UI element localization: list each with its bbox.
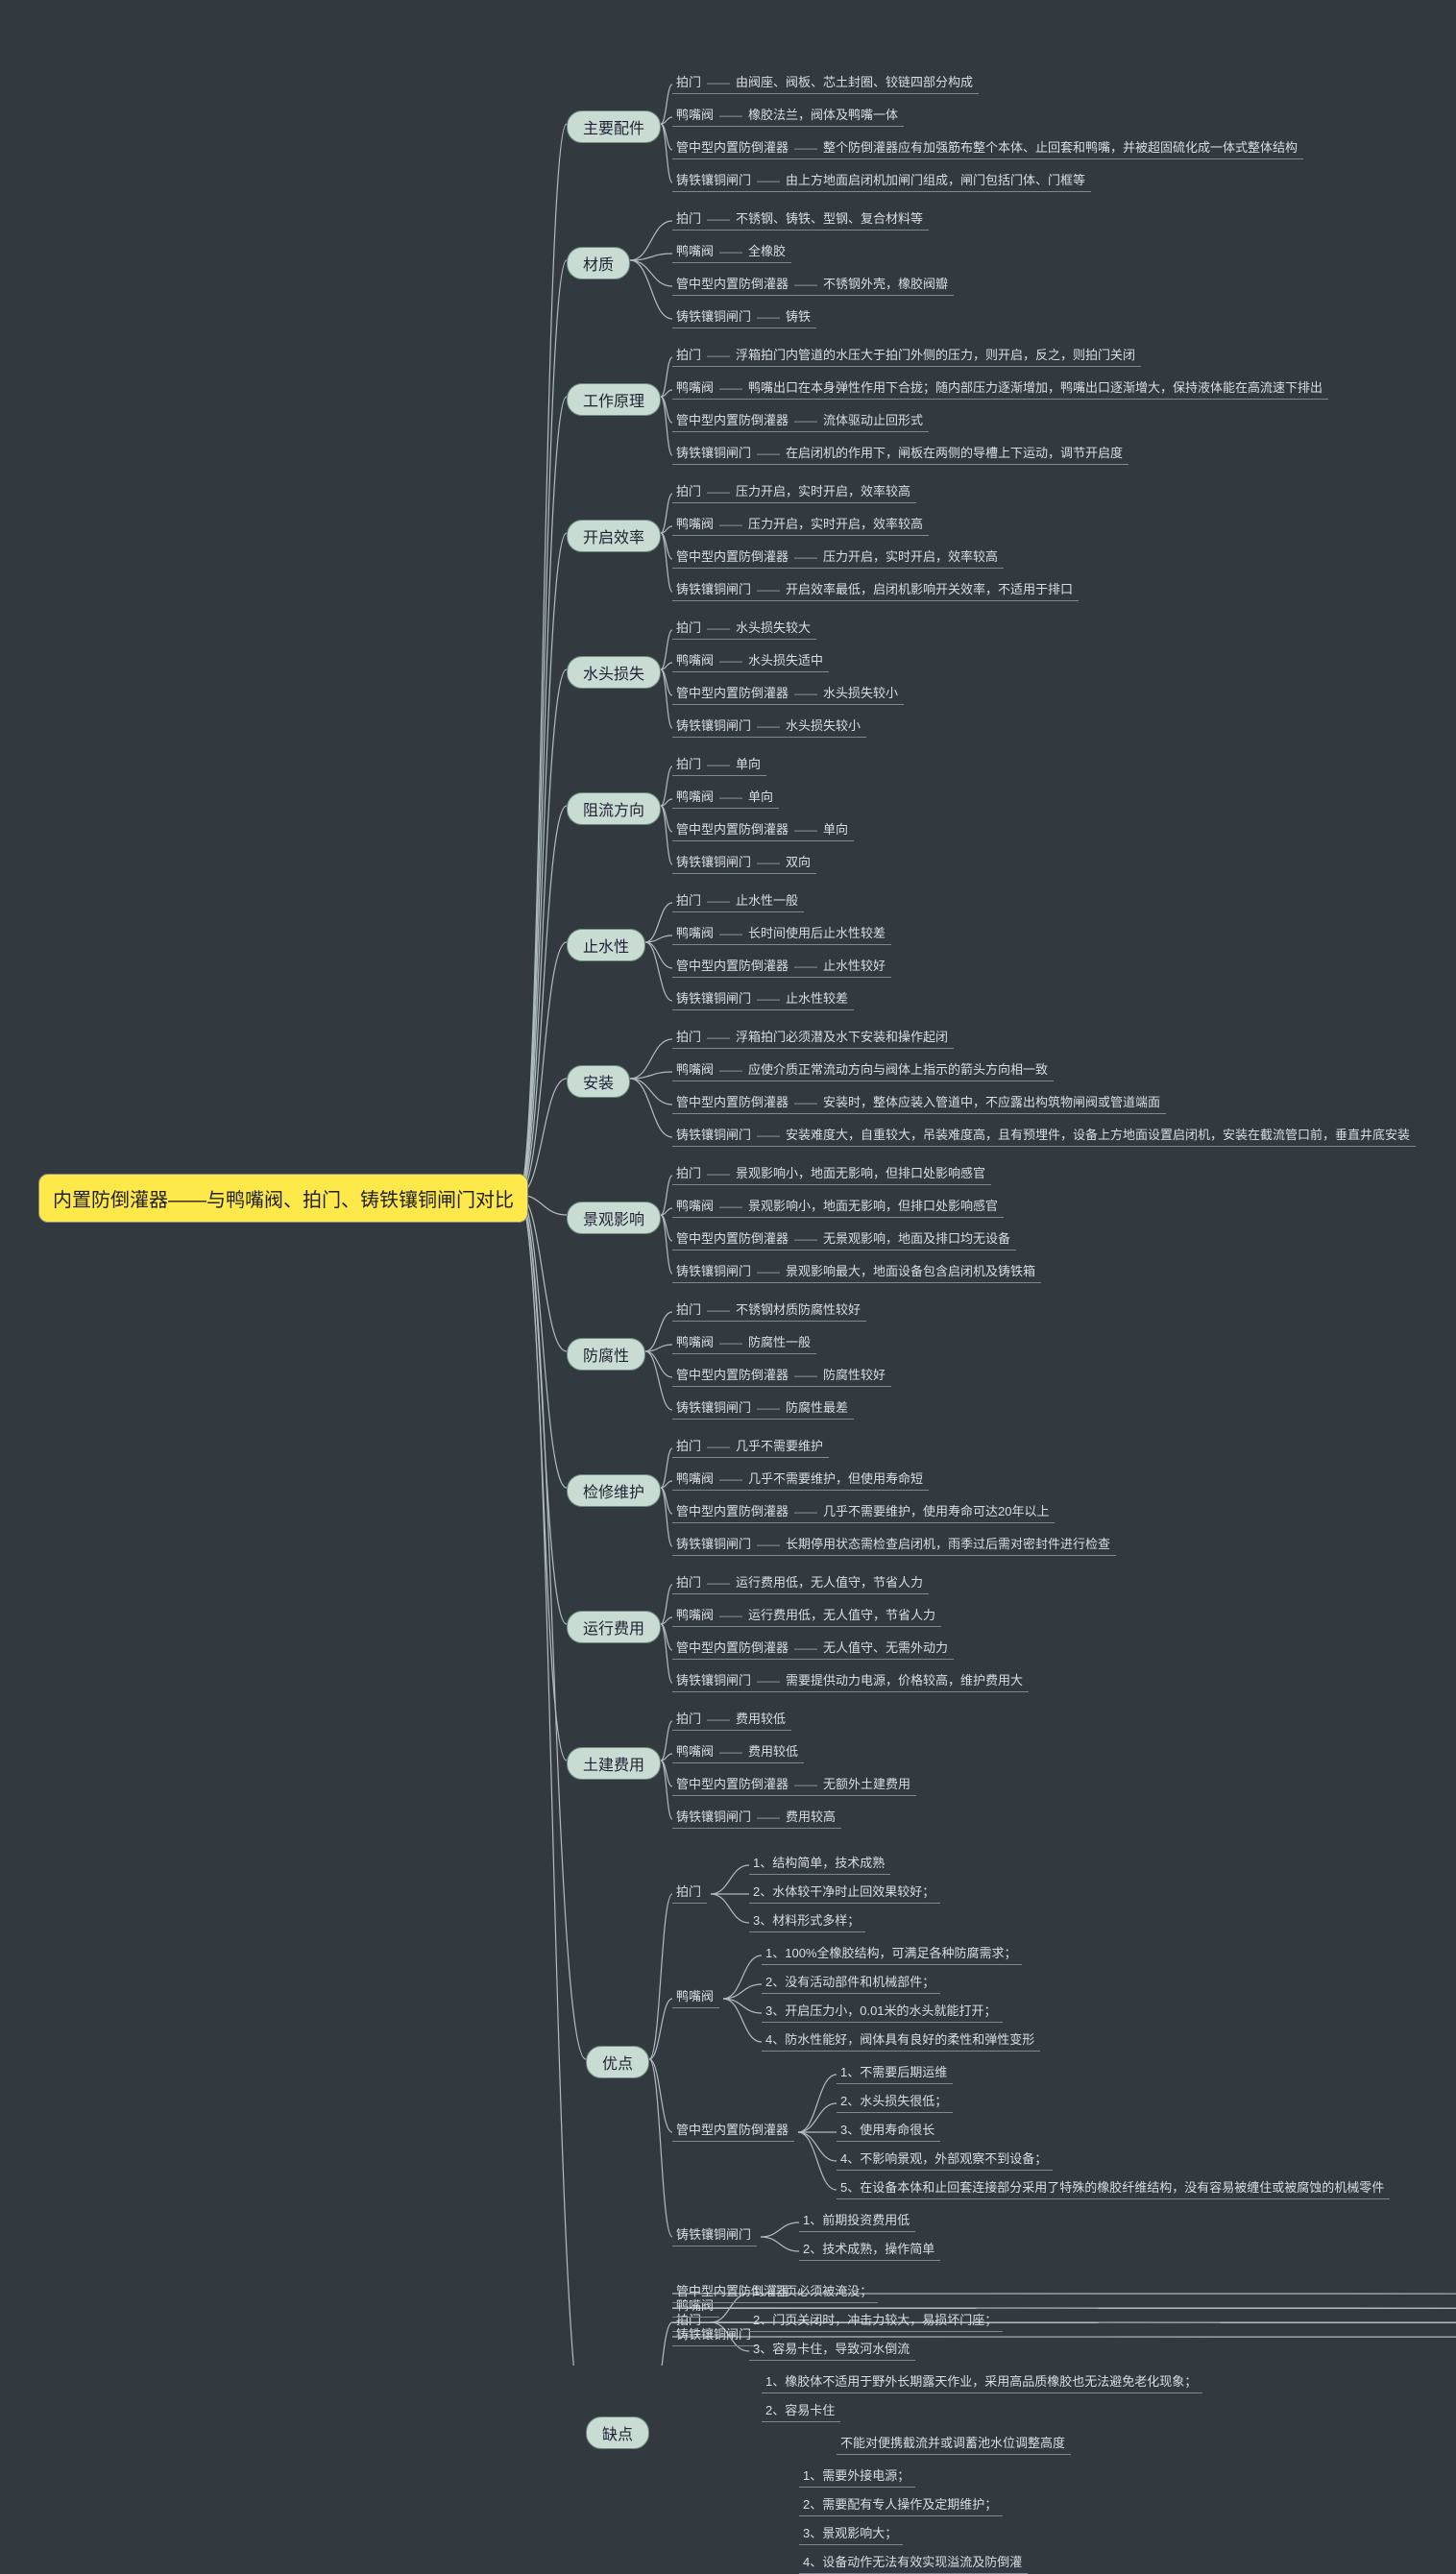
category-4: 水头损失: [567, 656, 661, 689]
leaf-2-1: 鸭嘴阀——鸭嘴出口在本身弹性作用下合拢；随内部压力逐渐增加，鸭嘴出口逐渐增大，保…: [672, 379, 1328, 400]
pros-g-2: 管中型内置防倒灌器: [672, 2122, 794, 2142]
pros-s-1-0: 1、100%全橡胶结构，可满足各种防腐需求；: [762, 1945, 1022, 1965]
cons-g-3: 铸铁镶铜闸门: [672, 2326, 757, 2346]
pros-s-2-0: 1、不需要后期运维: [837, 2064, 953, 2084]
cons-s-3-1: 2、需要配有专人操作及定期维护；: [799, 2496, 1003, 2516]
leaf-5-2: 管中型内置防倒灌器——单向: [672, 821, 854, 841]
leaf-11-3: 铸铁镶铜闸门——需要提供动力电源，价格较高，维护费用大: [672, 1672, 1029, 1692]
leaf-4-0: 拍门——水头损失较大: [672, 619, 816, 640]
leaf-11-2: 管中型内置防倒灌器——无人值守、无需外动力: [672, 1639, 954, 1660]
pros-s-2-3: 4、不影响景观，外部观察不到设备；: [837, 2150, 1053, 2171]
cons-s-1-1: 2、容易卡住: [762, 2402, 840, 2422]
category-8: 景观影响: [567, 1202, 661, 1234]
leaf-5-1: 鸭嘴阀——单向: [672, 789, 779, 809]
pros-g-0: 拍门: [672, 1883, 707, 1904]
leaf-3-3: 铸铁镶铜闸门——开启效率最低，启闭机影响开关效率，不适用于排口: [672, 581, 1079, 601]
pros-s-3-1: 2、技术成熟，操作简单: [799, 2241, 940, 2261]
leaf-4-1: 鸭嘴阀——水头损失适中: [672, 652, 829, 672]
leaf-4-3: 铸铁镶铜闸门——水头损失较小: [672, 717, 866, 738]
leaf-12-1: 鸭嘴阀——费用较低: [672, 1743, 804, 1763]
leaf-5-3: 铸铁镶铜闸门——双向: [672, 854, 816, 874]
cons-s-3-2: 3、景观影响大；: [799, 2525, 903, 2545]
cons-s-0-2: 3、容易卡住，导致河水倒流: [749, 2341, 915, 2361]
leaf-5-0: 拍门——单向: [672, 756, 766, 776]
pros-s-1-2: 3、开启压力小，0.01米的水头就能打开；: [762, 2003, 1003, 2023]
category-2: 工作原理: [567, 383, 661, 416]
leaf-10-2: 管中型内置防倒灌器——几乎不需要维护，使用寿命可达20年以上: [672, 1503, 1055, 1523]
category-11: 运行费用: [567, 1611, 661, 1643]
leaf-9-3: 铸铁镶铜闸门——防腐性最差: [672, 1399, 854, 1420]
category-1: 材质: [567, 247, 630, 279]
leaf-11-1: 鸭嘴阀——运行费用低，无人值守，节省人力: [672, 1607, 941, 1627]
leaf-2-0: 拍门——浮箱拍门内管道的水压大于拍门外侧的压力，则开启，反之，则拍门关闭: [672, 347, 1141, 367]
leaf-12-0: 拍门——费用较低: [672, 1711, 791, 1731]
cons-s-1-0: 1、橡胶体不适用于野外长期露天作业，采用高品质橡胶也无法避免老化现象；: [762, 2373, 1202, 2393]
leaf-7-1: 鸭嘴阀——应使介质正常流动方向与阀体上指示的箭头方向相一致: [672, 1061, 1054, 1081]
leaf-8-1: 鸭嘴阀——景观影响小，地面无影响，但排口处影响感官: [672, 1198, 1004, 1218]
leaf-0-0: 拍门——由阀座、阀板、芯土封圈、铰链四部分构成: [672, 74, 979, 94]
leaf-6-0: 拍门——止水性一般: [672, 892, 804, 912]
leaf-12-2: 管中型内置防倒灌器——无额外土建费用: [672, 1776, 916, 1796]
category-6: 止水性: [567, 929, 645, 961]
leaf-3-2: 管中型内置防倒灌器——压力开启，实时开启，效率较高: [672, 548, 1004, 569]
leaf-11-0: 拍门——运行费用低，无人值守，节省人力: [672, 1574, 929, 1594]
pros-s-0-1: 2、水体较干净时止回效果较好；: [749, 1883, 940, 1904]
leaf-4-2: 管中型内置防倒灌器——水头损失较小: [672, 685, 904, 705]
pros-s-1-3: 4、防水性能好，阀体具有良好的柔性和弹性变形: [762, 2031, 1040, 2052]
leaf-8-0: 拍门——景观影响小，地面无影响，但排口处影响感官: [672, 1165, 991, 1185]
leaf-8-3: 铸铁镶铜闸门——景观影响最大，地面设备包含启闭机及铸铁箱: [672, 1263, 1041, 1283]
category-5: 阻流方向: [567, 792, 661, 825]
pros-s-2-4: 5、在设备本体和止回套连接部分采用了特殊的橡胶纤维结构，没有容易被缠住或被腐蚀的…: [837, 2179, 1390, 2199]
leaf-0-2: 管中型内置防倒灌器——整个防倒灌器应有加强筋布整个本体、止回套和鸭嘴，并被超固硫…: [672, 139, 1303, 159]
leaf-1-3: 铸铁镶铜闸门——铸铁: [672, 308, 816, 328]
leaf-7-2: 管中型内置防倒灌器——安装时，整体应装入管道中，不应露出构筑物闸阀或管道端面: [672, 1094, 1166, 1114]
leaf-7-0: 拍门——浮箱拍门必须潜及水下安装和操作起闭: [672, 1029, 954, 1049]
cons-s-3-0: 1、需要外接电源；: [799, 2467, 915, 2488]
category-pros: 优点: [586, 2046, 649, 2078]
pros-s-2-1: 2、水头损失很低；: [837, 2093, 953, 2113]
leaf-12-3: 铸铁镶铜闸门——费用较高: [672, 1809, 841, 1829]
pros-g-1: 鸭嘴阀: [672, 1988, 719, 2008]
pros-s-0-2: 3、材料形式多样；: [749, 1912, 865, 1932]
leaf-1-2: 管中型内置防倒灌器——不锈钢外壳，橡胶阀瓣: [672, 276, 954, 296]
leaf-9-2: 管中型内置防倒灌器——防腐性较好: [672, 1367, 891, 1387]
cons-s-2-0: 不能对便携截流并或调蓄池水位调整高度: [837, 2435, 1071, 2455]
cons-s-0-0: 1、门页必须被淹没；: [749, 2283, 878, 2303]
leaf-8-2: 管中型内置防倒灌器——无景观影响，地面及排口均无设备: [672, 1230, 1016, 1251]
pros-s-2-2: 3、使用寿命很长: [837, 2122, 940, 2142]
category-3: 开启效率: [567, 520, 661, 552]
leaf-3-0: 拍门——压力开启，实时开启，效率较高: [672, 483, 916, 503]
leaf-7-3: 铸铁镶铜闸门——安装难度大，自重较大，吊装难度高，且有预埋件，设备上方地面设置启…: [672, 1127, 1416, 1147]
leaf-1-1: 鸭嘴阀——全橡胶: [672, 243, 791, 263]
leaf-2-2: 管中型内置防倒灌器——流体驱动止回形式: [672, 412, 929, 432]
leaf-10-0: 拍门——几乎不需要维护: [672, 1438, 829, 1458]
leaf-6-2: 管中型内置防倒灌器——止水性较好: [672, 958, 891, 978]
pros-s-3-0: 1、前期投资费用低: [799, 2212, 915, 2232]
category-cons: 缺点: [586, 2416, 649, 2449]
leaf-9-0: 拍门——不锈钢材质防腐性较好: [672, 1301, 866, 1322]
leaf-1-0: 拍门——不锈钢、铸铁、型钢、复合材料等: [672, 210, 929, 231]
pros-s-1-1: 2、没有活动部件和机械部件；: [762, 1974, 940, 1994]
pros-g-3: 铸铁镶铜闸门: [672, 2226, 757, 2246]
leaf-6-3: 铸铁镶铜闸门——止水性较差: [672, 990, 854, 1010]
category-10: 检修维护: [567, 1474, 661, 1507]
cons-s-0-1: 2、门页关闭时，冲击力较大，易损坏门座；: [749, 2312, 1003, 2332]
leaf-0-1: 鸭嘴阀——橡胶法兰，阀体及鸭嘴一体: [672, 107, 904, 127]
category-12: 土建费用: [567, 1747, 661, 1780]
leaf-3-1: 鸭嘴阀——压力开启，实时开启，效率较高: [672, 516, 929, 536]
leaf-9-1: 鸭嘴阀——防腐性一般: [672, 1334, 816, 1354]
leaf-6-1: 鸭嘴阀——长时间使用后止水性较差: [672, 925, 891, 945]
root-node: 内置防倒灌器——与鸭嘴阀、拍门、铸铁镶铜闸门对比: [38, 1174, 528, 1223]
leaf-0-3: 铸铁镶铜闸门——由上方地面启闭机加闸门组成，闸门包括门体、门框等: [672, 172, 1091, 192]
category-0: 主要配件: [567, 110, 661, 143]
leaf-10-1: 鸭嘴阀——几乎不需要维护，但使用寿命短: [672, 1470, 929, 1491]
category-9: 防腐性: [567, 1338, 645, 1371]
pros-s-0-0: 1、结构简单，技术成熟: [749, 1855, 890, 1875]
leaf-2-3: 铸铁镶铜闸门——在启闭机的作用下，闸板在两侧的导槽上下运动，调节开启度: [672, 445, 1128, 465]
category-7: 安装: [567, 1065, 630, 1098]
cons-s-3-3: 4、设备动作无法有效实现溢流及防倒灌: [799, 2554, 1028, 2574]
leaf-10-3: 铸铁镶铜闸门——长期停用状态需检查启闭机，雨季过后需对密封件进行检查: [672, 1536, 1116, 1556]
